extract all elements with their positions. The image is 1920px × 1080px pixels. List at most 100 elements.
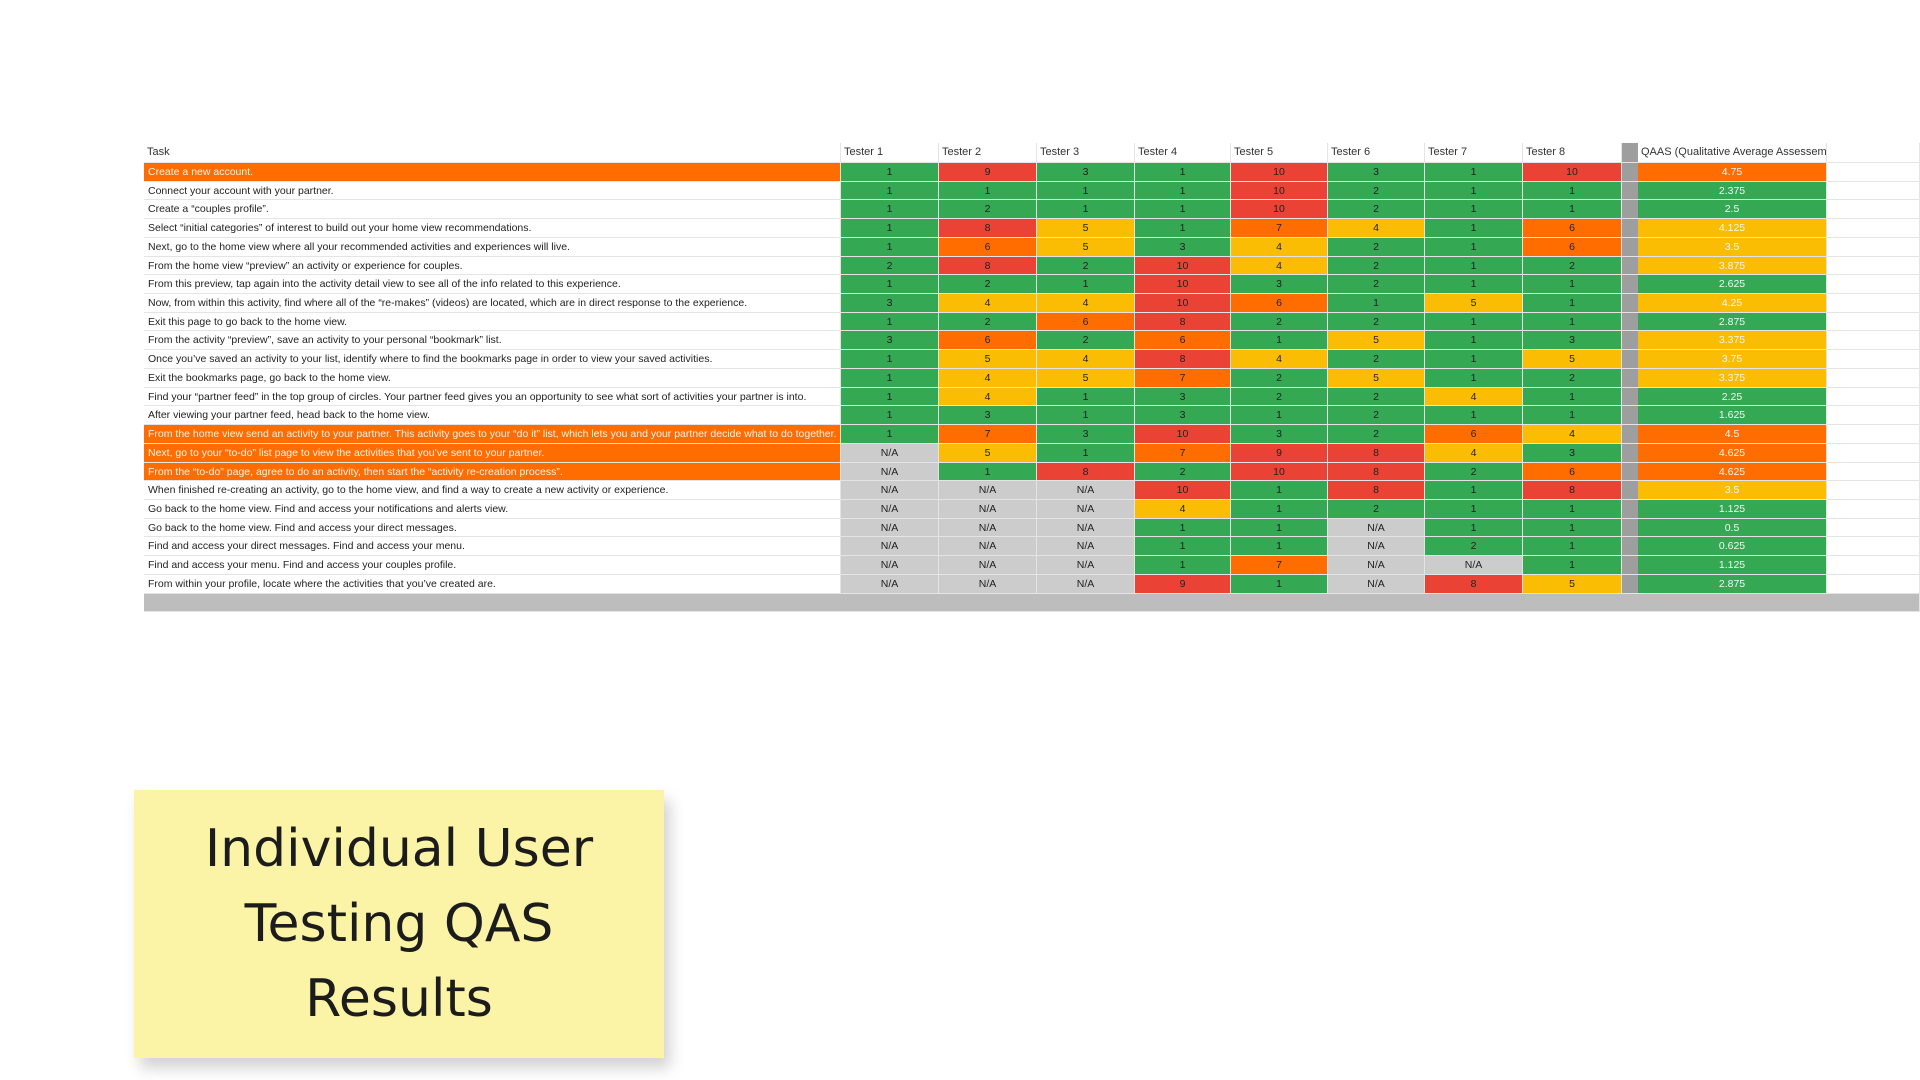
tester-score-cell: 2 [1135, 462, 1231, 482]
tester-score-cell: 6 [939, 237, 1037, 257]
column-header: Tester 6 [1328, 143, 1425, 163]
tester-score-cell: 1 [1231, 574, 1328, 594]
tester-score-cell: 3 [1231, 425, 1328, 444]
qaas-score-cell: 1.625 [1638, 406, 1827, 426]
tester-score-cell: 1 [841, 350, 939, 369]
qaas-score-cell: 4.625 [1638, 443, 1827, 463]
separator-column [1622, 256, 1638, 276]
tester-score-cell: 8 [1037, 462, 1135, 482]
task-cell: Now, from within this activity, find whe… [144, 294, 841, 313]
empty-cell [1827, 499, 1920, 519]
tester-score-cell: 10 [1523, 163, 1622, 182]
empty-cell [1827, 331, 1920, 351]
separator-column [1622, 574, 1638, 594]
tester-score-cell: 1 [1425, 481, 1523, 500]
qaas-score-cell: 2.625 [1638, 275, 1827, 295]
tester-score-cell: 1 [841, 163, 939, 182]
separator-column [1622, 462, 1638, 482]
tester-score-cell: 1 [1523, 275, 1622, 295]
tester-score-cell: 2 [1328, 350, 1425, 369]
tester-score-cell: 1 [1523, 181, 1622, 201]
separator-column [1622, 387, 1638, 407]
tester-score-cell: 3 [1328, 163, 1425, 182]
separator-column [1622, 499, 1638, 519]
qaas-score-cell: 4.5 [1638, 425, 1827, 444]
tester-score-cell: N/A [1037, 537, 1135, 557]
task-cell: Connect your account with your partner. [144, 181, 841, 201]
tester-score-cell: 1 [1425, 237, 1523, 257]
qaas-score-cell: 3.5 [1638, 481, 1827, 500]
tester-score-cell: 5 [1523, 350, 1622, 369]
tester-score-cell: 5 [1037, 368, 1135, 388]
task-cell: From the home view send an activity to y… [144, 425, 841, 444]
task-cell: Find and access your direct messages. Fi… [144, 537, 841, 557]
task-cell: Select “initial categories” of interest … [144, 219, 841, 238]
tester-score-cell: N/A [1037, 556, 1135, 575]
tester-score-cell: 1 [1523, 556, 1622, 575]
tester-score-cell: 10 [1231, 200, 1328, 220]
tester-score-cell: 1 [841, 181, 939, 201]
separator-column [1622, 294, 1638, 313]
tester-score-cell: N/A [1328, 518, 1425, 538]
empty-cell [1827, 387, 1920, 407]
tester-score-cell: 5 [1328, 331, 1425, 351]
separator-column [1622, 143, 1638, 163]
tester-score-cell: 1 [1523, 294, 1622, 313]
tester-score-cell: 1 [939, 462, 1037, 482]
tester-score-cell: 8 [1328, 481, 1425, 500]
tester-score-cell: 8 [1425, 574, 1523, 594]
tester-score-cell: 4 [939, 368, 1037, 388]
task-cell: From within your profile, locate where t… [144, 574, 841, 594]
tester-score-cell: N/A [1328, 537, 1425, 557]
task-cell: Create a new account. [144, 163, 841, 182]
sheet-footer-bar [144, 593, 1920, 612]
tester-score-cell: 3 [1135, 406, 1231, 426]
column-header: Task [144, 143, 841, 163]
tester-score-cell: 4 [1231, 350, 1328, 369]
separator-column [1622, 425, 1638, 444]
qaas-score-cell: 4.625 [1638, 462, 1827, 482]
tester-score-cell: 10 [1135, 425, 1231, 444]
task-cell: After viewing your partner feed, head ba… [144, 406, 841, 426]
tester-score-cell: 1 [1037, 406, 1135, 426]
qaas-score-cell: 4.125 [1638, 219, 1827, 238]
tester-score-cell: 10 [1231, 181, 1328, 201]
qaas-score-cell: 3.375 [1638, 368, 1827, 388]
separator-column [1622, 350, 1638, 369]
tester-score-cell: 2 [1328, 256, 1425, 276]
tester-score-cell: 2 [1425, 462, 1523, 482]
qaas-score-cell: 0.625 [1638, 537, 1827, 557]
qaas-score-cell: 2.875 [1638, 312, 1827, 332]
tester-score-cell: N/A [1328, 574, 1425, 594]
tester-score-cell: N/A [841, 537, 939, 557]
tester-score-cell: 1 [1425, 499, 1523, 519]
tester-score-cell: 5 [1037, 219, 1135, 238]
task-cell: Once you’ve saved an activity to your li… [144, 350, 841, 369]
tester-score-cell: 8 [939, 256, 1037, 276]
separator-column [1622, 237, 1638, 257]
empty-cell [1827, 556, 1920, 575]
qaas-score-cell: 4.75 [1638, 163, 1827, 182]
task-cell: Create a “couples profile”. [144, 200, 841, 220]
tester-score-cell: 1 [1231, 481, 1328, 500]
qaas-score-cell: 2.25 [1638, 387, 1827, 407]
tester-score-cell: 4 [1231, 256, 1328, 276]
tester-score-cell: 1 [1425, 406, 1523, 426]
separator-column [1622, 518, 1638, 538]
qaas-score-cell: 3.875 [1638, 256, 1827, 276]
qaas-score-cell: 3.5 [1638, 237, 1827, 257]
tester-score-cell: 3 [841, 294, 939, 313]
tester-score-cell: 7 [1135, 443, 1231, 463]
tester-score-cell: 6 [1523, 462, 1622, 482]
empty-cell [1827, 275, 1920, 295]
task-cell: Next, go to the home view where all your… [144, 237, 841, 257]
task-cell: From the home view “preview” an activity… [144, 256, 841, 276]
tester-score-cell: 2 [1231, 387, 1328, 407]
tester-score-cell: 1 [1523, 499, 1622, 519]
tester-score-cell: 8 [1328, 462, 1425, 482]
tester-score-cell: N/A [939, 481, 1037, 500]
empty-cell [1827, 143, 1920, 163]
empty-cell [1827, 406, 1920, 426]
tester-score-cell: 1 [1135, 556, 1231, 575]
tester-score-cell: 7 [939, 425, 1037, 444]
